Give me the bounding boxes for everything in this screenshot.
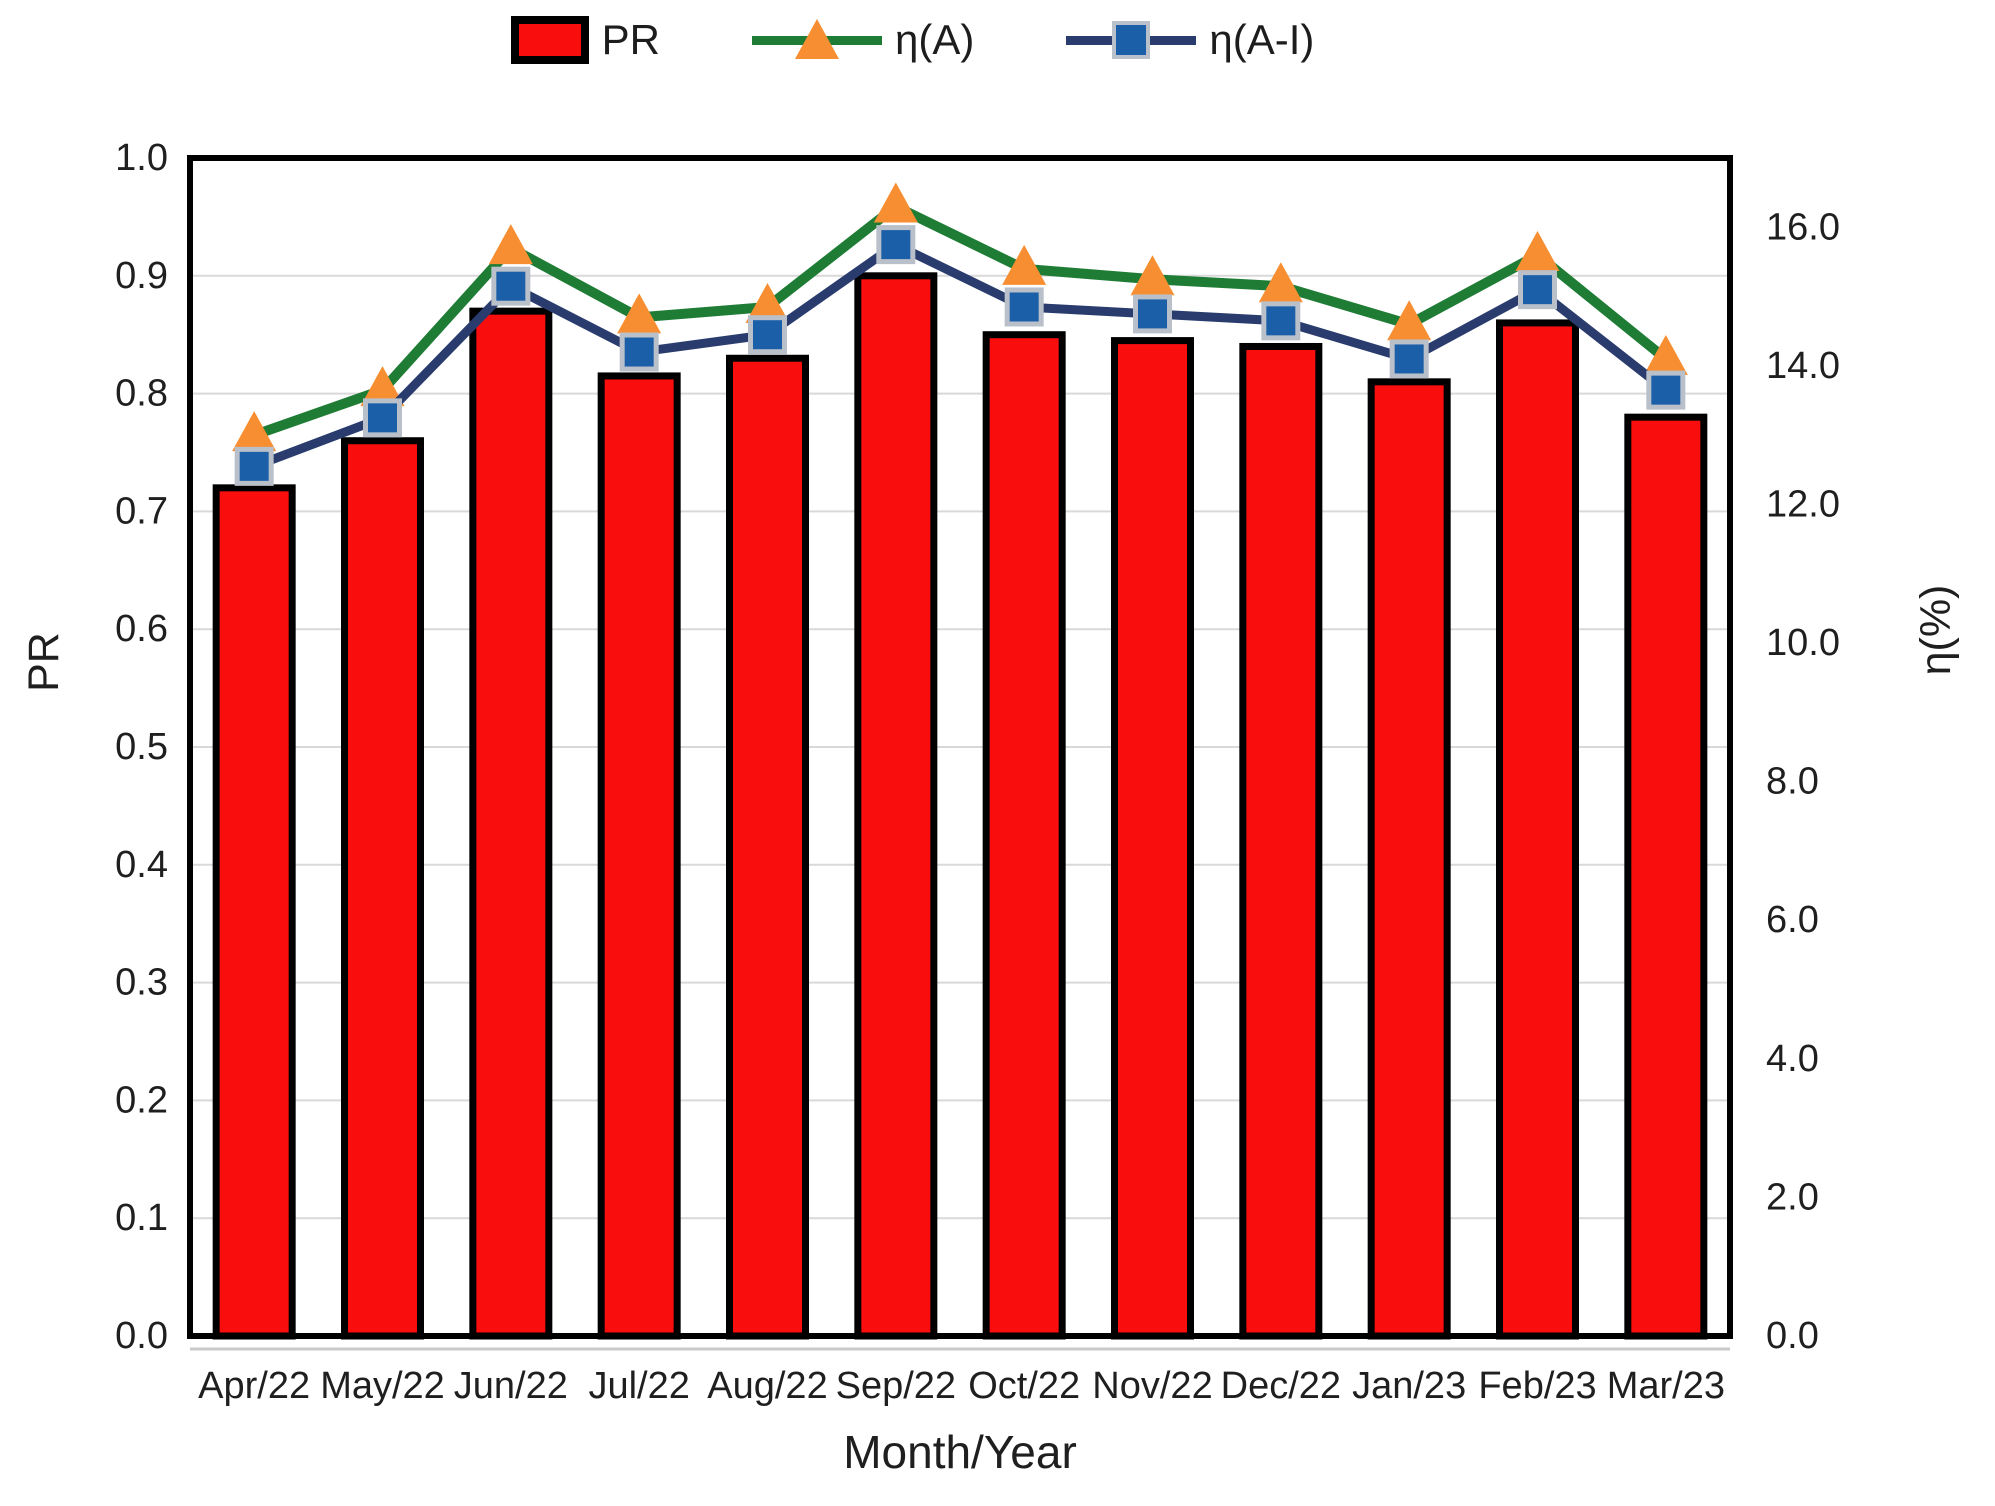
eta-a-triangle-marker-Mar/23 — [1643, 334, 1688, 375]
left-axis-tick-0.6: 0.6 — [115, 608, 168, 650]
left-axis-tick-0.5: 0.5 — [115, 726, 168, 768]
left-axis-tick-0.1: 0.1 — [115, 1197, 168, 1239]
x-axis-label-Oct/22: Oct/22 — [968, 1365, 1080, 1407]
eta-a-i-square-marker-Sep/22 — [876, 225, 916, 265]
right-axis-tick-8.0: 8.0 — [1766, 761, 1819, 803]
legend-label-eta-a: η(A) — [895, 16, 975, 63]
left-axis-tick-0.3: 0.3 — [115, 962, 168, 1004]
left-axis-tick-0.9: 0.9 — [115, 255, 168, 297]
eta-a-i-square-marker-Jan/23 — [1389, 339, 1429, 379]
right-axis-tick-4.0: 4.0 — [1766, 1038, 1819, 1080]
x-axis-title: Month/Year — [843, 1426, 1077, 1478]
left-axis-tick-0.4: 0.4 — [115, 844, 168, 886]
eta-a-triangle-marker-Jul/22 — [617, 293, 662, 334]
eta-a-triangle-marker-Nov/22 — [1130, 255, 1175, 296]
legend-item-pr: PR — [510, 16, 660, 64]
bar-Aug/22 — [726, 354, 809, 1340]
bar-Apr/22 — [212, 484, 296, 1340]
left-axis-tick-0.2: 0.2 — [115, 1079, 168, 1121]
x-axis-label-Aug/22: Aug/22 — [707, 1365, 827, 1407]
bar-Nov/22 — [1111, 337, 1194, 1340]
eta-a-i-square-marker-Mar/23 — [1646, 370, 1686, 410]
right-axis-tick-12.0: 12.0 — [1766, 483, 1840, 525]
eta-a-triangle-marker-Jun/22 — [488, 224, 533, 265]
x-axis-label-Nov/22: Nov/22 — [1092, 1365, 1212, 1407]
chart-legend: PR η(A) η(A-I) — [0, 16, 1910, 64]
eta-a-triangle-marker-Apr/22 — [232, 411, 277, 452]
bar-Jan/23 — [1367, 378, 1451, 1340]
orange-triangle-marker-icon — [795, 19, 839, 59]
eta-a-i-square-marker-Apr/22 — [234, 446, 274, 486]
bar-Sep/22 — [854, 272, 938, 1340]
eta-a-triangle-marker-Aug/22 — [745, 282, 790, 323]
right-axis-tick-6.0: 6.0 — [1766, 899, 1819, 941]
eta-a-triangle-marker-Oct/22 — [1002, 244, 1047, 285]
x-axis-label-Mar/23: Mar/23 — [1607, 1365, 1725, 1407]
x-axis-label-Apr/22: Apr/22 — [198, 1365, 310, 1407]
x-axis-label-May/22: May/22 — [320, 1365, 445, 1407]
right-axis-tick-14.0: 14.0 — [1766, 345, 1840, 387]
eta-a-i-line — [252, 240, 1669, 471]
blue-square-marker-icon — [1112, 21, 1151, 59]
eta-a-triangle-marker-Feb/23 — [1515, 231, 1560, 272]
x-axis-label-Jun/22: Jun/22 — [454, 1365, 568, 1407]
left-axis-tick-0.8: 0.8 — [115, 373, 168, 415]
left-axis-title: PR — [20, 632, 68, 692]
eta-a-i-square-marker-Oct/22 — [1004, 287, 1044, 327]
right-axis-tick-0.0: 0.0 — [1766, 1315, 1819, 1357]
eta-a-i-square-marker-Nov/22 — [1133, 294, 1172, 334]
eta-a-i-square-marker-May/22 — [363, 398, 402, 438]
green-line-triangle-swatch-icon — [752, 16, 882, 64]
legend-label-eta-a-i: η(A-I) — [1209, 16, 1315, 63]
navy-line-square-swatch-icon — [1066, 16, 1197, 64]
bar-May/22 — [341, 437, 424, 1340]
bar-Oct/22 — [982, 331, 1066, 1340]
x-axis-label-Jan/23: Jan/23 — [1352, 1365, 1466, 1407]
left-axis-tick-1.0: 1.0 — [115, 137, 168, 179]
eta-a-i-square-marker-Dec/22 — [1261, 301, 1301, 341]
red-bar-swatch-icon — [510, 16, 589, 64]
legend-label-pr: PR — [601, 16, 660, 63]
eta-a-i-square-marker-Jul/22 — [619, 332, 659, 372]
right-axis-tick-10.0: 10.0 — [1766, 622, 1840, 664]
bar-Mar/23 — [1624, 413, 1708, 1340]
eta-a-i-square-marker-Jun/22 — [491, 266, 531, 306]
bar-Feb/23 — [1496, 319, 1579, 1340]
eta-a-triangle-marker-Jan/23 — [1387, 300, 1432, 341]
left-axis-tick-0.7: 0.7 — [115, 490, 168, 532]
x-axis-label-Dec/22: Dec/22 — [1221, 1365, 1341, 1407]
eta-a-triangle-marker-Sep/22 — [873, 182, 918, 223]
x-axis-label-Feb/23: Feb/23 — [1478, 1365, 1596, 1407]
bar-Jul/22 — [597, 372, 681, 1340]
x-axis-label-Sep/22: Sep/22 — [836, 1365, 956, 1407]
plot-border — [187, 155, 1733, 1339]
eta-a-triangle-marker-Dec/22 — [1258, 262, 1303, 303]
eta-a-i-square-marker-Aug/22 — [748, 315, 787, 355]
legend-item-eta-a: η(A) — [752, 16, 974, 64]
right-axis-tick-16.0: 16.0 — [1766, 206, 1840, 248]
eta-a-triangle-marker-May/22 — [360, 366, 405, 407]
legend-item-eta-a-i: η(A-I) — [1066, 16, 1314, 64]
bar-Dec/22 — [1239, 342, 1323, 1340]
eta-a-line — [252, 201, 1669, 440]
x-axis-label-Jul/22: Jul/22 — [588, 1365, 689, 1407]
bar-Jun/22 — [469, 307, 553, 1340]
right-axis-title: η(%) — [1912, 585, 1960, 676]
left-axis-tick-0.0: 0.0 — [115, 1315, 168, 1357]
eta-a-i-square-marker-Feb/23 — [1518, 270, 1557, 310]
right-axis-tick-2.0: 2.0 — [1766, 1176, 1819, 1218]
